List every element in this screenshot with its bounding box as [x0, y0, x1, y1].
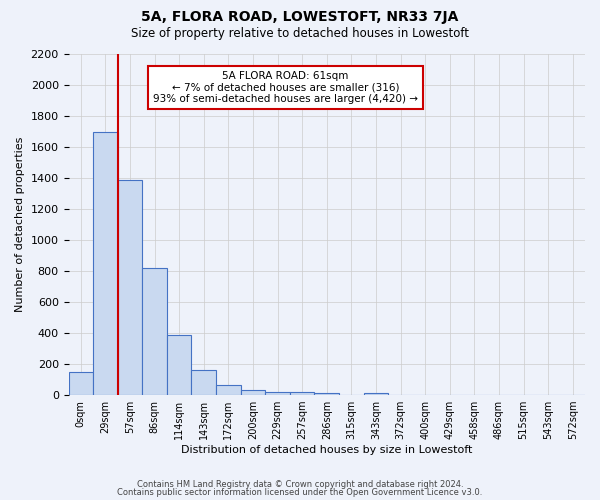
Text: 5A, FLORA ROAD, LOWESTOFT, NR33 7JA: 5A, FLORA ROAD, LOWESTOFT, NR33 7JA: [142, 10, 458, 24]
Bar: [118, 180, 142, 395]
Bar: [93, 132, 118, 395]
Text: Size of property relative to detached houses in Lowestoft: Size of property relative to detached ho…: [131, 28, 469, 40]
Bar: [167, 334, 191, 395]
Text: 5A FLORA ROAD: 61sqm
← 7% of detached houses are smaller (316)
93% of semi-detac: 5A FLORA ROAD: 61sqm ← 7% of detached ho…: [153, 71, 418, 104]
Bar: [265, 392, 290, 395]
Text: Contains HM Land Registry data © Crown copyright and database right 2024.: Contains HM Land Registry data © Crown c…: [137, 480, 463, 489]
Bar: [290, 392, 314, 395]
Bar: [314, 393, 339, 395]
X-axis label: Distribution of detached houses by size in Lowestoft: Distribution of detached houses by size …: [181, 445, 472, 455]
Bar: [68, 372, 93, 395]
Bar: [216, 385, 241, 395]
Bar: [142, 268, 167, 395]
Y-axis label: Number of detached properties: Number of detached properties: [15, 137, 25, 312]
Bar: [241, 390, 265, 395]
Text: Contains public sector information licensed under the Open Government Licence v3: Contains public sector information licen…: [118, 488, 482, 497]
Bar: [364, 393, 388, 395]
Bar: [191, 370, 216, 395]
